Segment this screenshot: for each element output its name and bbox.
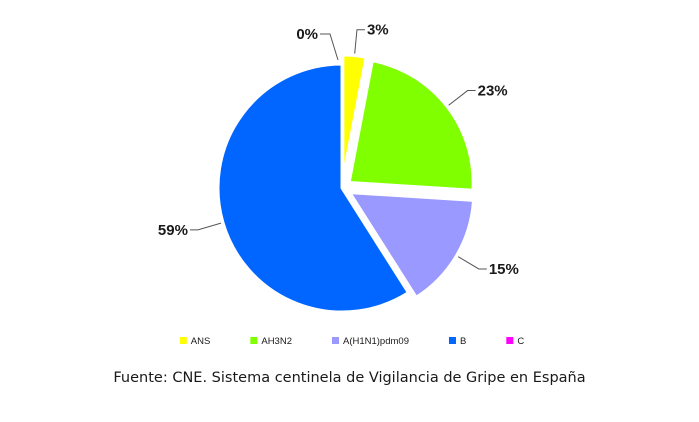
- data-label-c: 0%: [296, 26, 318, 43]
- pie-slice-ah3n2: [347, 59, 475, 192]
- data-labels: 3% 23% 15% 59% 0%: [158, 22, 519, 278]
- leader-lines: [189, 29, 487, 270]
- data-label-b: 59%: [158, 222, 188, 239]
- legend-item-c: C: [506, 336, 524, 347]
- legend-label-b: B: [460, 336, 466, 347]
- legend-label-ans: ANS: [191, 336, 211, 347]
- legend-swatch-ah3n2: [250, 337, 258, 344]
- pie-slice-b: [216, 62, 410, 314]
- legend-item-ah3n2: AH3N2: [250, 336, 292, 347]
- leader-line-a-h1n1-pdm09: [457, 256, 487, 270]
- leader-line-c: [320, 33, 339, 61]
- leader-line-ans: [354, 29, 365, 54]
- pie-slice-ans: [341, 53, 368, 181]
- legend-swatch-a-h1n1-pdm09: [331, 337, 339, 344]
- leader-line-b: [189, 222, 222, 231]
- legend-label-a-h1n1-pdm09: A(H1N1)pdm09: [343, 336, 409, 347]
- legend-label-ah3n2: AH3N2: [261, 336, 292, 347]
- leader-line-ah3n2: [448, 90, 476, 106]
- legend-label-c: C: [517, 336, 524, 347]
- legend-swatch-c: [506, 337, 514, 344]
- legend-swatch-ans: [179, 337, 187, 344]
- legend-item-ans: ANS: [179, 336, 211, 347]
- data-label-ah3n2: 23%: [478, 83, 508, 100]
- legend-item-a-h1n1-pdm09: A(H1N1)pdm09: [331, 336, 409, 347]
- legend: ANS AH3N2 A(H1N1)pdm09 B C: [179, 336, 524, 347]
- data-label-ans: 3%: [367, 22, 389, 39]
- pie-slice-a-h1n1-pdm09: [348, 191, 476, 299]
- source-caption: Fuente: CNE. Sistema centinela de Vigila…: [113, 370, 586, 386]
- legend-item-b: B: [448, 336, 466, 347]
- legend-swatch-b: [448, 337, 456, 344]
- data-label-a-h1n1-pdm09: 15%: [489, 261, 519, 278]
- pie-slices: [216, 53, 476, 314]
